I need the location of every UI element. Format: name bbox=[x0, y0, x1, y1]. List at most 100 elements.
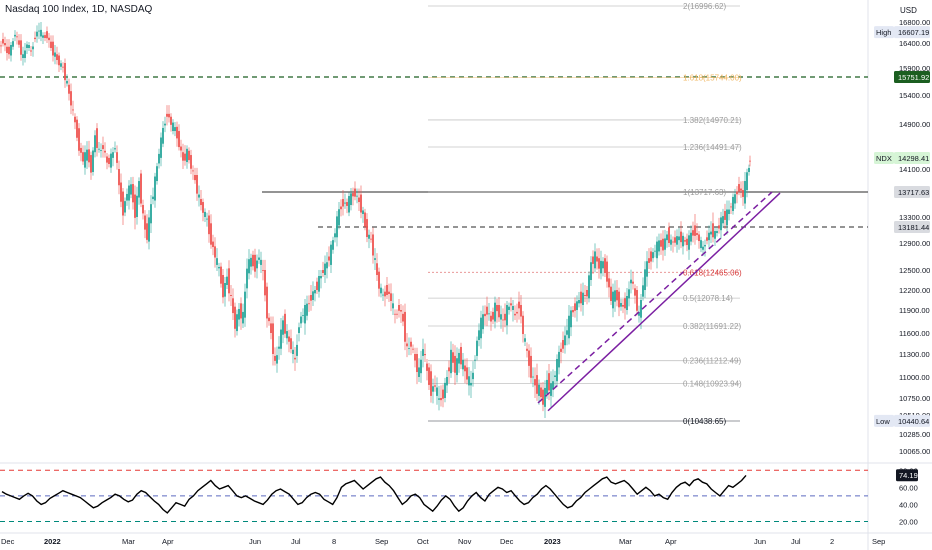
candles bbox=[0, 22, 751, 418]
candle-body bbox=[666, 234, 668, 241]
fib-level-label: 1.382(14970.21) bbox=[683, 116, 742, 125]
candle-body bbox=[576, 301, 578, 310]
candle-body bbox=[372, 234, 374, 256]
candle-body bbox=[152, 196, 154, 200]
candle-body bbox=[574, 303, 576, 311]
candle-body bbox=[610, 286, 612, 301]
candle-body bbox=[242, 311, 244, 324]
price-tick-label: 10750.00 bbox=[899, 394, 930, 403]
candle-body bbox=[520, 305, 522, 317]
candle-body bbox=[180, 146, 182, 151]
fib-level-label: 0.382(11691.22) bbox=[683, 322, 741, 331]
candle-body bbox=[630, 279, 632, 284]
candle-body bbox=[284, 313, 286, 334]
candle-body bbox=[406, 343, 408, 347]
candle-body bbox=[214, 246, 216, 258]
candle-body bbox=[42, 35, 44, 38]
candle-body bbox=[494, 302, 496, 322]
candle-body bbox=[730, 206, 732, 208]
candle-body bbox=[538, 384, 540, 396]
price-badge bbox=[894, 414, 930, 427]
candle-body bbox=[40, 29, 42, 37]
fibonacci-levels: 2(16996.62) 1.618(15744.00) 1.382(14970.21… bbox=[428, 2, 742, 426]
candle-body bbox=[322, 270, 324, 273]
candle-body bbox=[198, 194, 200, 198]
rsi-value-label: 74.19 bbox=[899, 471, 918, 480]
candle-body bbox=[278, 346, 280, 349]
candle-body bbox=[94, 135, 96, 153]
candle-body bbox=[176, 126, 178, 139]
candle-body bbox=[388, 291, 390, 294]
candle-body bbox=[330, 244, 332, 265]
candle-body bbox=[502, 319, 504, 321]
candle-body bbox=[114, 148, 116, 150]
candle-body bbox=[74, 116, 76, 123]
candle-body bbox=[592, 256, 594, 264]
candle-body bbox=[414, 354, 416, 361]
candle-body bbox=[288, 336, 290, 342]
candle-body bbox=[480, 317, 482, 339]
candle-body bbox=[232, 298, 234, 314]
candle-body bbox=[598, 258, 600, 269]
candle-body bbox=[314, 290, 316, 294]
candle-body bbox=[162, 127, 164, 144]
candle-body bbox=[460, 347, 462, 365]
candle-body bbox=[312, 291, 314, 300]
candle-body bbox=[216, 258, 218, 265]
candle-body bbox=[36, 31, 38, 37]
candle-body bbox=[434, 385, 436, 387]
candle-body bbox=[358, 197, 360, 203]
candle-body bbox=[46, 31, 48, 39]
candle-body bbox=[644, 269, 646, 290]
candle-body bbox=[272, 323, 274, 354]
candle-body bbox=[710, 231, 712, 235]
price-tick-label: 12900.00 bbox=[899, 239, 930, 248]
price-tick-label: 11900.00 bbox=[899, 306, 930, 315]
time-tick-label: Mar bbox=[619, 537, 632, 546]
candle-body bbox=[116, 152, 118, 163]
candle-body bbox=[148, 217, 150, 242]
time-tick-label: Sep bbox=[872, 537, 885, 546]
candle-body bbox=[70, 91, 72, 106]
time-tick-label: Sep bbox=[375, 537, 388, 546]
candle-body bbox=[474, 359, 476, 361]
time-tick-label: Jun bbox=[249, 537, 261, 546]
candle-body bbox=[80, 147, 82, 153]
candle-body bbox=[342, 199, 344, 207]
candle-body bbox=[318, 276, 320, 292]
candle-body bbox=[638, 311, 640, 316]
candle-body bbox=[632, 281, 634, 284]
candle-body bbox=[356, 195, 358, 197]
candle-body bbox=[436, 387, 438, 396]
candle-body bbox=[336, 216, 338, 238]
candle-body bbox=[736, 191, 738, 195]
candle-body bbox=[662, 238, 664, 251]
candle-body bbox=[244, 291, 246, 318]
candle-body bbox=[424, 354, 426, 356]
candle-body bbox=[402, 313, 404, 322]
candle-body bbox=[528, 350, 530, 366]
candle-body bbox=[316, 281, 318, 290]
time-tick-label: Jun bbox=[754, 537, 766, 546]
candle-body bbox=[12, 41, 14, 47]
candle-body bbox=[512, 306, 514, 310]
candle-body bbox=[44, 35, 46, 39]
candle-body bbox=[458, 352, 460, 364]
candle-body bbox=[164, 123, 166, 126]
candle-body bbox=[364, 212, 366, 227]
rsi-tick-label: 20.00 bbox=[899, 517, 918, 526]
candle-body bbox=[650, 251, 652, 262]
candle-body bbox=[694, 225, 696, 236]
candle-body bbox=[354, 188, 356, 197]
candle-body bbox=[248, 259, 250, 274]
price-badge bbox=[894, 220, 930, 233]
candle-body bbox=[516, 311, 518, 314]
candle-body bbox=[660, 240, 662, 247]
candle-body bbox=[726, 209, 728, 226]
candle-body bbox=[450, 349, 452, 374]
candle-body bbox=[130, 184, 132, 195]
fib-level-label: 0.236(11212.49) bbox=[683, 357, 741, 366]
candle-body bbox=[658, 240, 660, 252]
fib-level-label: 0.148(10923.94) bbox=[683, 379, 742, 388]
